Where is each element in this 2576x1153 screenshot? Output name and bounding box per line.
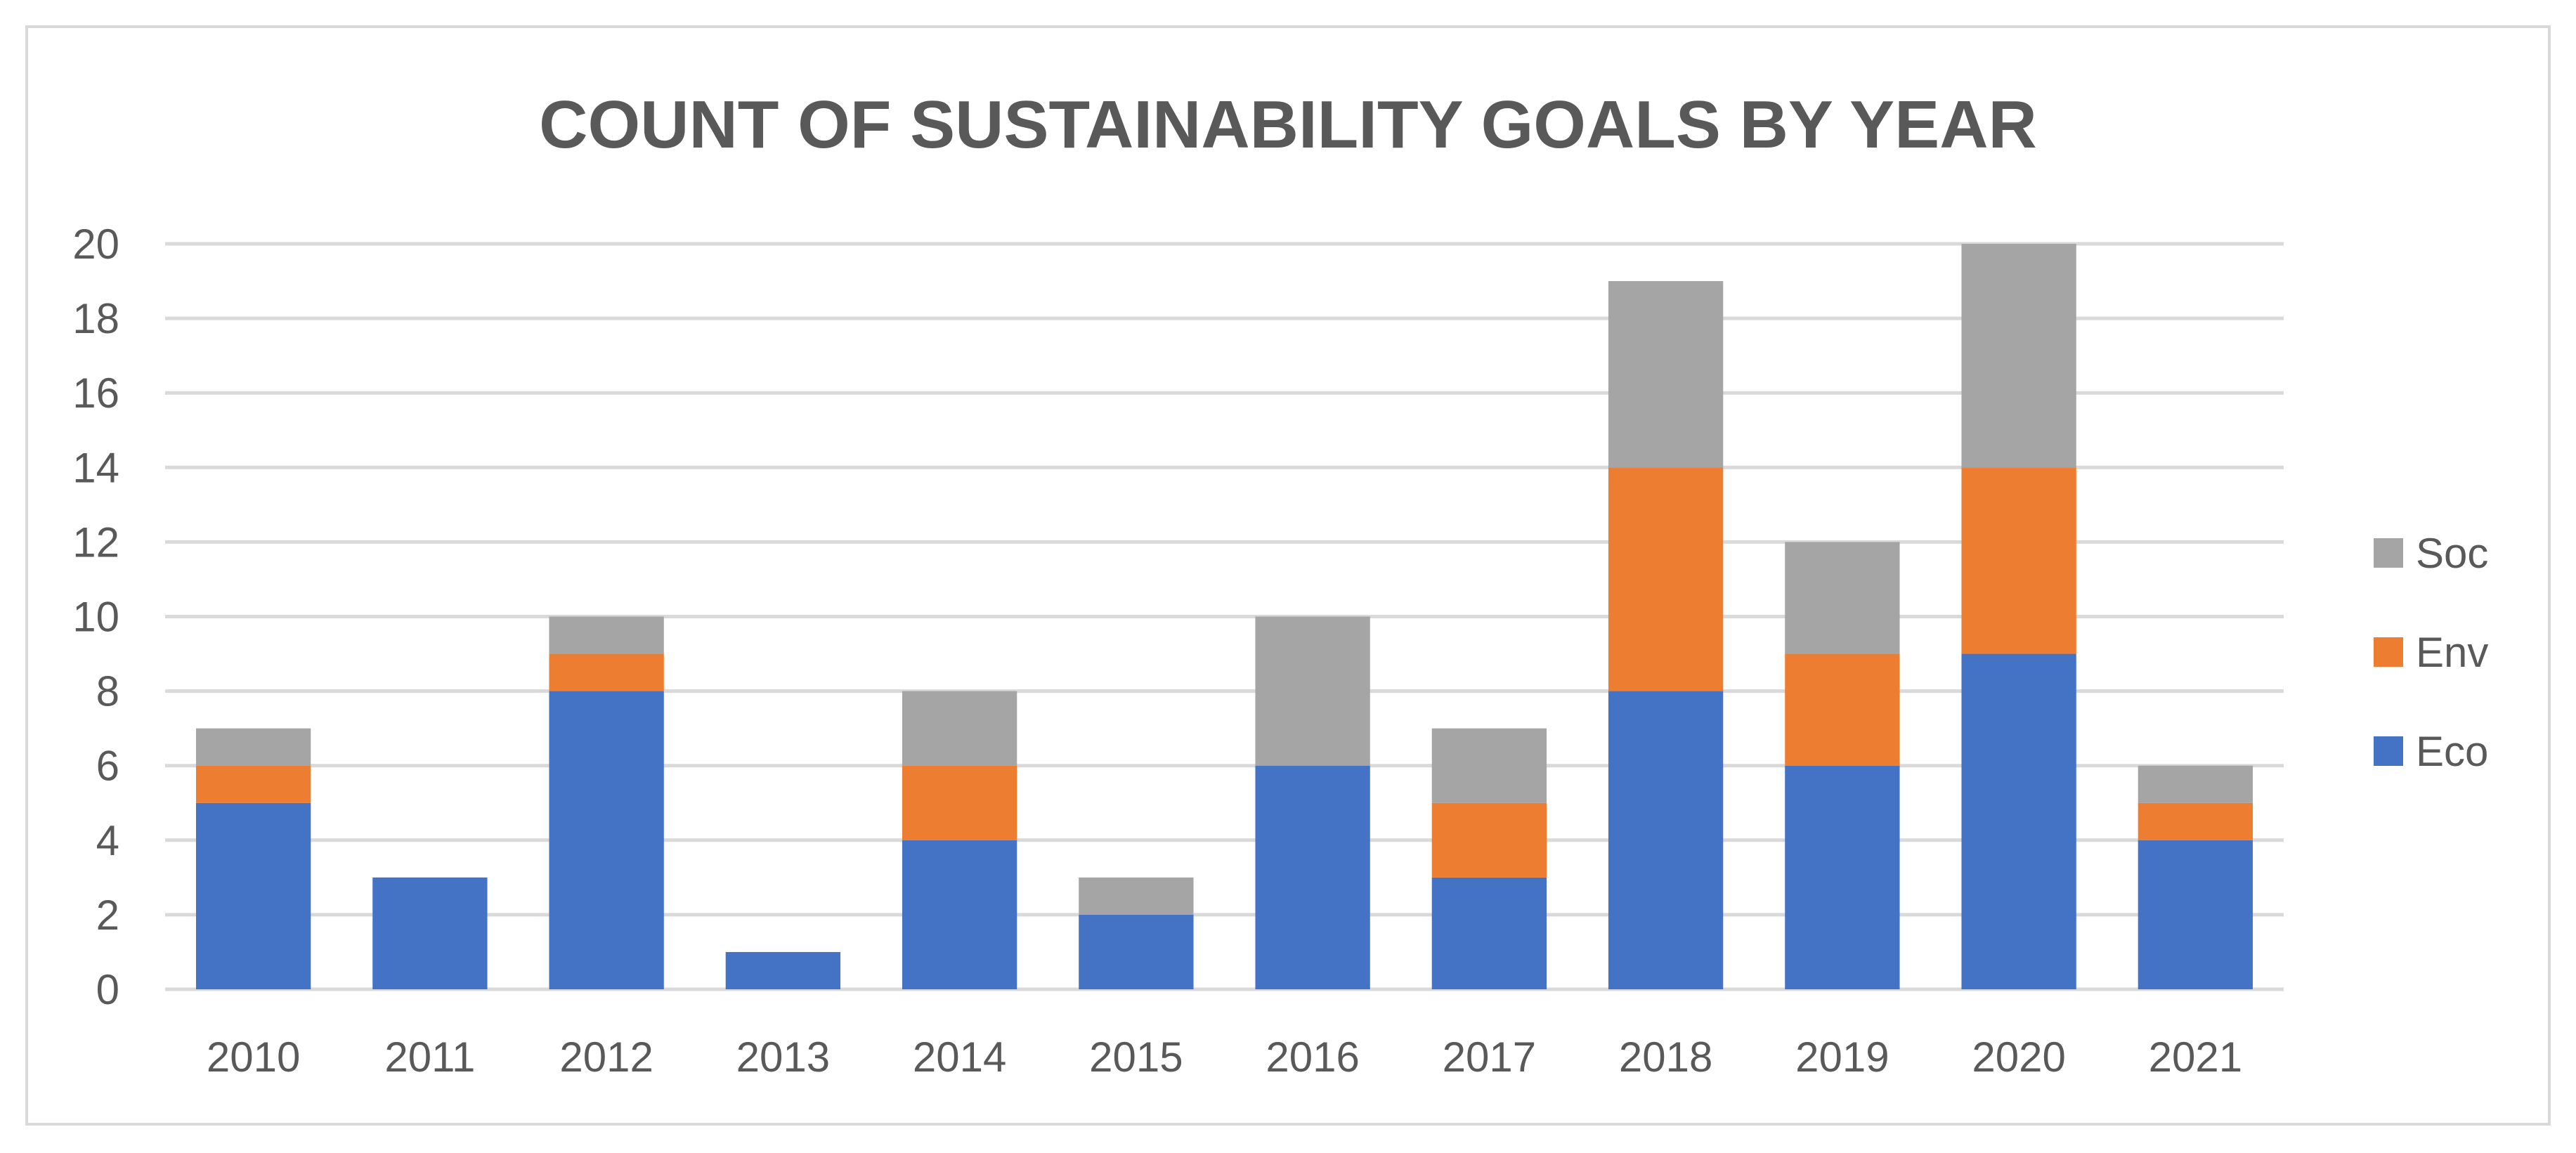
x-tick-label: 2011 [384, 1034, 475, 1081]
bar-eco-2010 [195, 802, 311, 989]
legend-label-soc: Soc [2416, 530, 2488, 577]
legend-label-eco: Eco [2416, 728, 2488, 775]
bar-eco-2017 [1431, 877, 1547, 989]
x-tick-label: 2021 [2149, 1034, 2242, 1081]
y-tick-label: 14 [72, 444, 119, 491]
bars [195, 244, 2253, 989]
y-tick-label: 10 [72, 594, 119, 641]
x-tick-label: 2013 [736, 1034, 830, 1081]
x-tick-label: 2020 [1972, 1034, 2065, 1081]
y-tick-label: 16 [72, 370, 119, 417]
legend-label-env: Env [2416, 629, 2488, 676]
bar-env-2010 [195, 765, 311, 803]
bar-soc-2014 [902, 691, 1017, 766]
x-tick-label: 2019 [1795, 1034, 1889, 1081]
bar-eco-2014 [902, 840, 1017, 989]
bar-env-2021 [2138, 802, 2253, 840]
x-tick-label: 2018 [1619, 1034, 1712, 1081]
y-tick-label: 0 [96, 966, 119, 1013]
y-tick-label: 2 [96, 892, 119, 939]
bar-soc-2016 [1255, 616, 1370, 766]
x-tick-label: 2010 [207, 1034, 300, 1081]
bar-eco-2021 [2138, 840, 2253, 989]
y-tick-label: 8 [96, 668, 119, 715]
bar-env-2018 [1608, 467, 1724, 691]
bar-eco-2020 [1961, 653, 2076, 989]
bar-env-2012 [549, 653, 664, 691]
bar-soc-2018 [1608, 281, 1724, 468]
bar-soc-2020 [1961, 244, 2076, 468]
bar-soc-2017 [1431, 728, 1547, 803]
legend-swatch-soc [2374, 538, 2403, 568]
x-axis-ticks: 2010 2011 2012 2013 2014 2015 2016 2017 2018 2019… [207, 1034, 2242, 1081]
y-tick-label: 6 [96, 743, 119, 790]
x-tick-label: 2016 [1266, 1034, 1359, 1081]
x-tick-label: 2014 [913, 1034, 1006, 1081]
bar-soc-2015 [1079, 877, 1194, 915]
bar-eco-2018 [1608, 691, 1724, 989]
bar-eco-2015 [1079, 914, 1194, 989]
bar-env-2020 [1961, 467, 2076, 654]
bar-env-2019 [1785, 653, 1900, 766]
bar-eco-2011 [372, 877, 488, 989]
bar-eco-2013 [725, 951, 841, 989]
bar-soc-2021 [2138, 765, 2253, 803]
y-tick-label: 12 [72, 519, 119, 566]
x-tick-label: 2015 [1089, 1034, 1183, 1081]
bar-eco-2019 [1785, 765, 1900, 989]
bar-soc-2019 [1785, 542, 1900, 654]
legend: Soc Env Eco [2374, 530, 2488, 775]
x-tick-label: 2012 [559, 1034, 653, 1081]
y-tick-label: 20 [72, 221, 119, 268]
gridlines [165, 242, 2284, 991]
y-tick-label: 18 [72, 295, 119, 342]
chart-title: COUNT OF SUSTAINABILITY GOALS BY YEAR [539, 87, 2037, 162]
legend-swatch-env [2374, 637, 2403, 667]
y-tick-label: 4 [96, 817, 119, 864]
bar-env-2017 [1431, 802, 1547, 878]
bar-env-2014 [902, 765, 1017, 840]
bar-soc-2010 [195, 728, 311, 766]
y-axis-ticks: 0 2 4 6 8 10 12 14 16 18 20 [72, 221, 119, 1013]
x-tick-label: 2017 [1443, 1034, 1536, 1081]
bar-soc-2012 [549, 616, 664, 654]
legend-swatch-eco [2374, 736, 2403, 766]
bar-eco-2012 [549, 691, 664, 989]
bar-eco-2016 [1255, 765, 1370, 989]
